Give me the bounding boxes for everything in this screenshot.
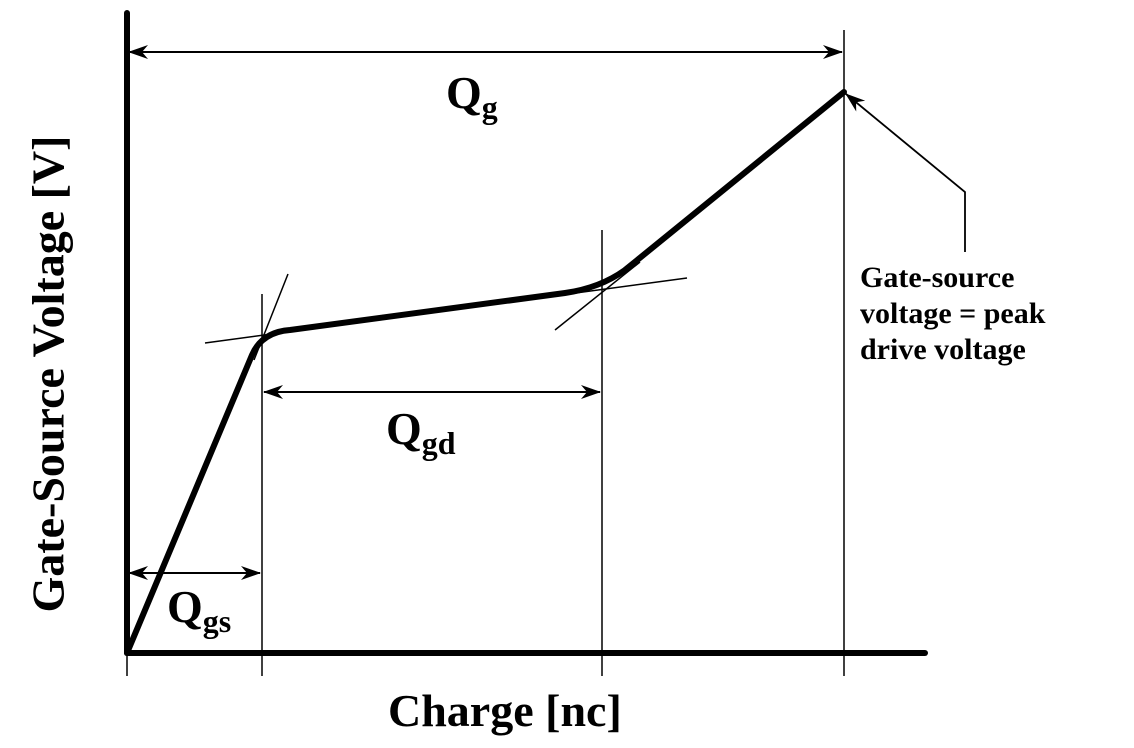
qg-label: Qg — [446, 67, 498, 124]
qgd-label-main: Q — [386, 403, 422, 454]
qgd-label: Qgd — [386, 403, 456, 460]
qgd-label-sub: gd — [421, 425, 456, 461]
callout-line-2: voltage = peak — [860, 297, 1046, 330]
gate-charge-curve — [124, 89, 847, 656]
qgs-label-sub: gs — [202, 603, 232, 639]
y-axis-label: Gate-Source Voltage [V] — [22, 135, 74, 613]
callout-leader-line — [845, 93, 966, 252]
callout-line-1: Gate-source — [860, 261, 1015, 294]
qgs-label-main: Q — [167, 581, 203, 632]
x-axis-label: Charge [nc] — [388, 685, 622, 736]
peak-voltage-callout: Gate-source voltage = peak drive voltage — [860, 260, 1045, 368]
tangent-line-second-rise — [554, 261, 641, 331]
qg-label-sub: g — [481, 89, 498, 125]
qg-label-main: Q — [446, 67, 482, 118]
callout-line-3: drive voltage — [860, 333, 1026, 366]
qgs-label: Qgs — [167, 581, 231, 638]
